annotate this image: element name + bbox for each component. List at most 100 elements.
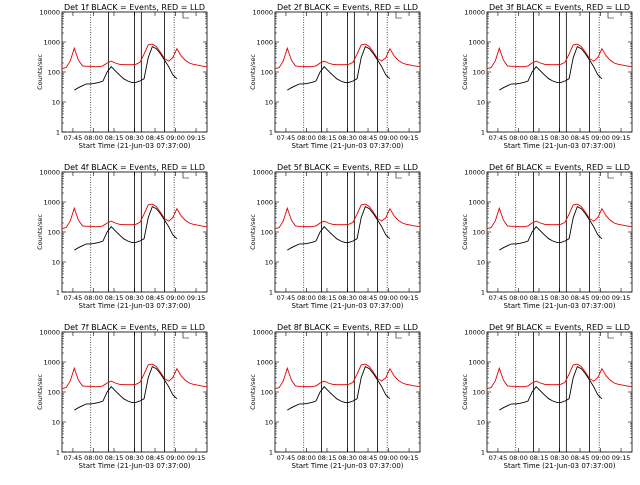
y-tick-label: 1000 xyxy=(43,39,60,47)
panel-9: Det 9f BLACK = Events, RED = LLD 1 10 100 10… xyxy=(461,323,633,470)
x-tick-label: 08:30 xyxy=(550,454,569,462)
y-tick-label: 1 xyxy=(269,449,273,457)
y-tick-label: 1 xyxy=(481,289,485,297)
corner-marker xyxy=(182,332,189,339)
y-axis-label: Counts/sec xyxy=(461,214,469,250)
x-tick-label: 07:45 xyxy=(64,134,83,142)
corner-marker xyxy=(395,172,402,179)
corner-marker xyxy=(607,172,614,179)
lld-series-line xyxy=(274,43,421,70)
x-tick-label: 08:15 xyxy=(105,134,124,142)
lld-series-line xyxy=(486,363,633,390)
x-tick-label: 08:30 xyxy=(550,134,569,142)
x-tick-label: 09:15 xyxy=(187,134,206,142)
panel-title: Det 1f BLACK = Events, RED = LLD xyxy=(64,3,205,12)
panel-1: Det 1f BLACK = Events, RED = LLD 1 10 100 10… xyxy=(36,3,208,150)
x-axis-label: Start Time (21-Jun-03 07:37:00) xyxy=(79,142,191,150)
lld-series-line xyxy=(274,363,421,390)
x-axis-label: Start Time (21-Jun-03 07:37:00) xyxy=(79,302,191,310)
x-tick-label: 08:15 xyxy=(318,134,337,142)
x-tick-label: 08:15 xyxy=(105,454,124,462)
x-tick-label: 09:15 xyxy=(612,134,631,142)
y-tick-label: 100 xyxy=(473,229,485,237)
x-axis-label: Start Time (21-Jun-03 07:37:00) xyxy=(292,302,404,310)
y-axis-label: Counts/sec xyxy=(249,54,257,90)
events-series-line xyxy=(287,45,391,91)
lld-series-line xyxy=(61,363,208,390)
y-axis-label: Counts/sec xyxy=(249,374,257,410)
panel-6: Det 6f BLACK = Events, RED = LLD 1 10 100 10… xyxy=(461,163,633,310)
y-axis-label: Counts/sec xyxy=(36,214,44,250)
y-tick-label: 1 xyxy=(269,129,273,137)
y-tick-label: 10 xyxy=(477,259,485,267)
panel-5: Det 5f BLACK = Events, RED = LLD 1 10 100 10… xyxy=(249,163,421,310)
lld-series-line xyxy=(61,203,208,230)
panel-title: Det 8f BLACK = Events, RED = LLD xyxy=(277,323,418,332)
x-tick-label: 07:45 xyxy=(64,454,83,462)
corner-marker xyxy=(182,12,189,19)
x-tick-label: 08:00 xyxy=(84,134,103,142)
y-tick-label: 100 xyxy=(261,69,273,77)
x-tick-label: 08:15 xyxy=(318,294,337,302)
y-tick-label: 100 xyxy=(473,389,485,397)
x-tick-label: 08:30 xyxy=(338,294,357,302)
y-tick-label: 10 xyxy=(52,99,60,107)
y-tick-label: 100 xyxy=(261,389,273,397)
x-tick-label: 08:30 xyxy=(550,294,569,302)
x-axis-label: Start Time (21-Jun-03 07:37:00) xyxy=(292,142,404,150)
lld-series-line xyxy=(486,43,633,70)
lld-series-line xyxy=(274,203,421,230)
y-tick-label: 100 xyxy=(48,229,60,237)
corner-marker xyxy=(607,12,614,19)
x-tick-label: 09:00 xyxy=(166,454,185,462)
panel-title: Det 7f BLACK = Events, RED = LLD xyxy=(64,323,205,332)
panel-7: Det 7f BLACK = Events, RED = LLD 1 10 100 10… xyxy=(36,323,208,470)
x-tick-label: 08:00 xyxy=(297,134,316,142)
y-axis-label: Counts/sec xyxy=(36,374,44,410)
x-tick-label: 08:45 xyxy=(146,454,165,462)
y-tick-label: 1 xyxy=(56,289,60,297)
x-tick-label: 09:15 xyxy=(400,454,419,462)
events-series-line xyxy=(499,205,603,251)
x-tick-label: 08:15 xyxy=(530,294,549,302)
y-tick-label: 10 xyxy=(52,419,60,427)
x-tick-label: 08:45 xyxy=(571,454,590,462)
y-tick-label: 1000 xyxy=(256,39,273,47)
y-tick-label: 10 xyxy=(52,259,60,267)
events-series-line xyxy=(287,365,391,411)
x-tick-label: 08:30 xyxy=(125,294,144,302)
x-axis-label: Start Time (21-Jun-03 07:37:00) xyxy=(504,302,616,310)
x-tick-label: 08:30 xyxy=(125,454,144,462)
corner-marker xyxy=(182,172,189,179)
x-tick-label: 08:45 xyxy=(571,294,590,302)
x-tick-label: 07:45 xyxy=(64,294,83,302)
y-tick-label: 10 xyxy=(265,99,273,107)
x-tick-label: 08:15 xyxy=(105,294,124,302)
x-tick-label: 08:45 xyxy=(146,294,165,302)
events-series-line xyxy=(74,205,178,251)
y-tick-label: 100 xyxy=(48,389,60,397)
x-tick-label: 08:30 xyxy=(125,134,144,142)
x-tick-label: 09:00 xyxy=(591,454,610,462)
y-tick-label: 10000 xyxy=(464,169,485,177)
y-tick-label: 10 xyxy=(265,419,273,427)
x-tick-label: 07:45 xyxy=(277,454,296,462)
y-tick-label: 1000 xyxy=(43,199,60,207)
x-tick-label: 09:00 xyxy=(379,134,398,142)
x-tick-label: 08:45 xyxy=(359,294,378,302)
x-axis-label: Start Time (21-Jun-03 07:37:00) xyxy=(79,462,191,470)
events-series-line xyxy=(499,365,603,411)
x-axis-label: Start Time (21-Jun-03 07:37:00) xyxy=(504,462,616,470)
y-tick-label: 10000 xyxy=(39,169,60,177)
panel-4: Det 4f BLACK = Events, RED = LLD 1 10 100 10… xyxy=(36,163,208,310)
x-tick-label: 08:00 xyxy=(297,454,316,462)
y-tick-label: 1 xyxy=(56,449,60,457)
y-tick-label: 1000 xyxy=(256,359,273,367)
x-tick-label: 08:00 xyxy=(509,134,528,142)
x-tick-label: 08:00 xyxy=(509,294,528,302)
corner-marker xyxy=(607,332,614,339)
panel-title: Det 2f BLACK = Events, RED = LLD xyxy=(277,3,418,12)
x-tick-label: 08:45 xyxy=(359,134,378,142)
